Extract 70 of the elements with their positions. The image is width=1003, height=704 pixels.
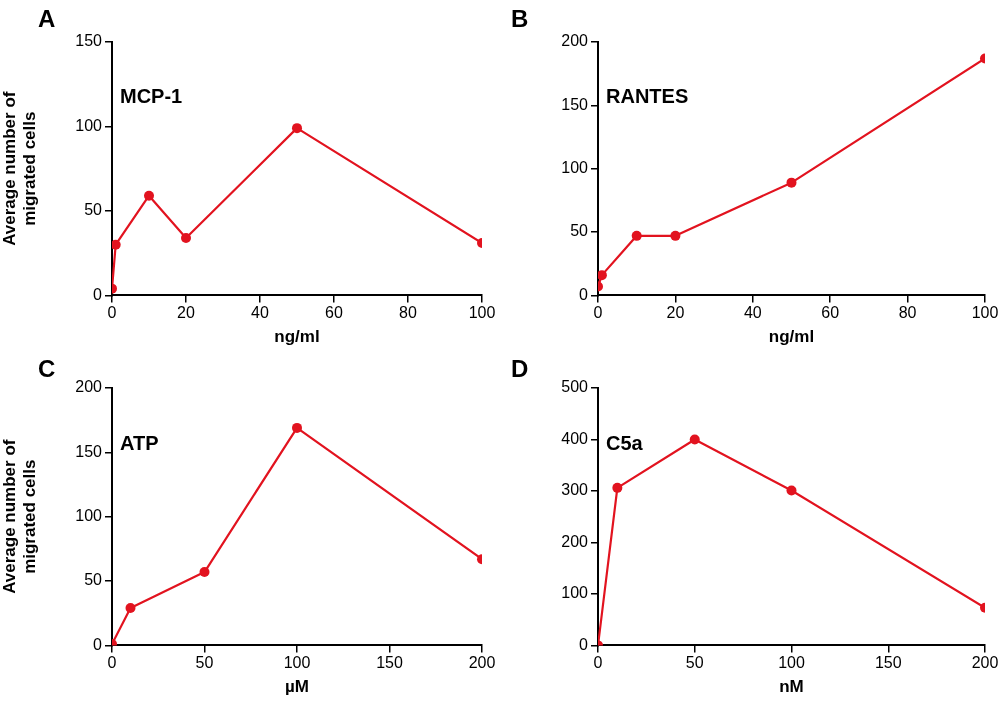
x-tick-label: 200 [971,654,999,672]
point [670,230,681,241]
point [612,482,623,493]
y-tick-label: 50 [84,201,103,219]
point [125,603,136,614]
chart-title: A [38,4,56,32]
x-tick-label: 0 [107,654,117,672]
y-tick-label: 150 [75,442,103,460]
point [181,232,191,243]
x-tick-label: 80 [898,304,917,322]
y-tick-label: 300 [561,481,589,499]
x-tick-label: 50 [685,654,704,672]
y-tick-label: 150 [75,32,103,50]
x-tick-label: 150 [874,654,902,672]
point [292,123,302,134]
y-axis-title: Average number of migrated cells [0,439,40,594]
y-tick-label: 50 [570,222,589,240]
y-axis-title: Average number of migrated cells [0,91,40,246]
x-tick-label: 60 [325,304,343,322]
x-tick-label: 40 [743,304,762,322]
y-tick-label: 400 [561,429,589,447]
point [689,434,700,445]
annotation: RANTES [606,85,689,108]
x-tick-label: 200 [468,654,496,672]
x-tick-label: 0 [107,304,117,322]
y-tick-label: 100 [75,507,103,525]
point [112,239,121,250]
y-tick-label: 100 [561,584,589,602]
x-tick-label: 0 [593,654,603,672]
annotation: ATP [120,432,159,455]
chart-title: B [511,4,529,32]
y-tick-label: 100 [561,159,589,177]
x-axis-title: ng/ml [768,327,815,347]
point [786,177,797,188]
y-tick-label: 0 [579,635,589,653]
x-tick-label: 20 [666,304,685,322]
y-tick-label: 500 [561,378,589,396]
chart-title: D [511,354,529,382]
y-tick-label: 200 [561,532,589,550]
x-tick-label: 100 [971,304,999,322]
point [144,190,154,201]
y-tick-label: 0 [93,285,103,303]
x-tick-label: 0 [593,304,603,322]
x-tick-label: 50 [195,654,214,672]
annotation: MCP-1 [120,85,183,108]
y-tick-label: 200 [561,32,589,50]
y-tick-label: 150 [561,95,589,113]
point [292,422,302,433]
y-tick-label: 50 [84,571,103,589]
x-tick-label: 100 [778,654,805,672]
x-axis-title: µM [285,677,309,697]
x-tick-label: 150 [376,654,403,672]
x-tick-label: 60 [821,304,840,322]
point [598,270,607,281]
x-tick-label: 40 [251,304,269,322]
x-tick-label: 20 [177,304,195,322]
point [199,567,210,578]
y-tick-label: 100 [75,116,103,134]
x-tick-label: 80 [399,304,417,322]
y-tick-label: 0 [579,285,589,303]
x-tick-label: 100 [283,654,311,672]
y-tick-label: 0 [93,635,103,653]
x-axis-title: ng/ml [274,327,320,347]
x-tick-label: 100 [468,304,496,322]
y-tick-label: 200 [75,378,103,396]
x-axis-title: nM [779,677,804,697]
annotation: C5a [606,432,644,455]
point [631,230,642,241]
chart-title: C [38,354,56,382]
point [786,485,797,496]
